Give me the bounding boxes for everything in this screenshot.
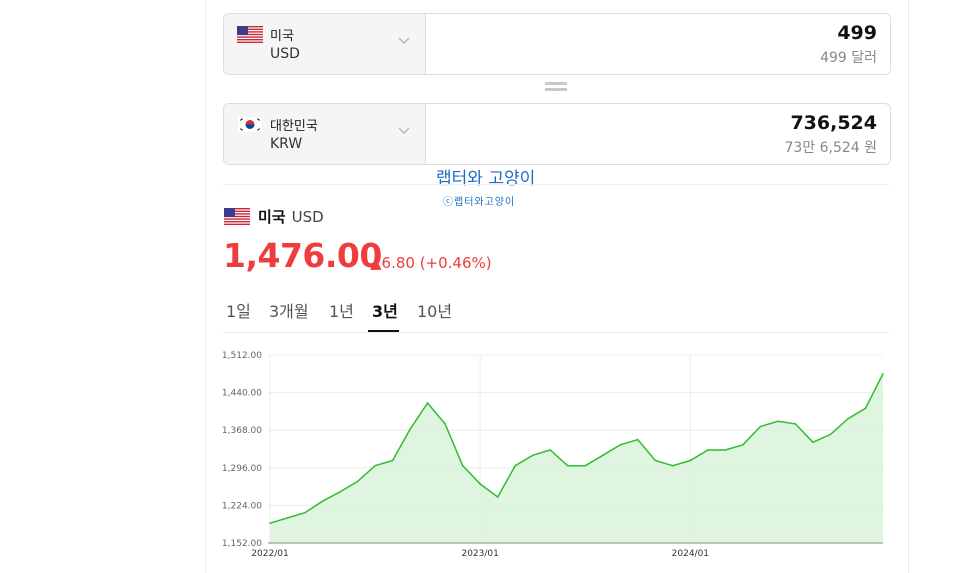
- data-point: [531, 454, 534, 457]
- exchange-panel: 미국 USD 499 499 달러 대한민국 KRW: [205, 0, 909, 573]
- rate-change: ▲6.80 (+0.46%): [370, 254, 492, 272]
- tab-3y[interactable]: 3년: [372, 302, 398, 321]
- series-line: [269, 373, 884, 524]
- y-tick-label: 1,296.00: [222, 464, 262, 474]
- chevron-down-icon: [398, 127, 410, 134]
- equals-icon: [545, 82, 567, 94]
- period-tabs: 1일 3개월 1년 3년 10년: [223, 296, 889, 333]
- from-currency-select[interactable]: 미국 USD: [224, 14, 426, 74]
- data-point: [812, 441, 814, 444]
- active-tab-indicator: [368, 330, 399, 332]
- to-currency-name: 대한민국: [270, 119, 318, 134]
- data-point: [777, 420, 779, 423]
- data-point: [654, 459, 657, 462]
- to-currency-row: 대한민국 KRW 736,524 73만 6,524 원: [223, 103, 891, 165]
- us-flag-icon: [237, 26, 263, 43]
- divider: [223, 184, 889, 185]
- from-currency-name: 미국: [270, 29, 294, 44]
- ticker-code: USD: [291, 207, 324, 226]
- data-point: [882, 373, 884, 375]
- data-point: [672, 464, 674, 467]
- from-currency-row: 미국 USD 499 499 달러: [223, 13, 891, 75]
- data-point: [724, 449, 727, 451]
- watermark-title: 랩터와 고양이: [436, 169, 536, 189]
- from-currency-code: USD: [270, 46, 300, 62]
- data-point: [426, 402, 429, 404]
- data-point: [829, 433, 832, 436]
- data-point: [794, 423, 797, 425]
- data-point: [847, 417, 849, 420]
- y-tick-label: 1,224.00: [222, 501, 262, 511]
- to-amount-value: 736,524: [790, 112, 877, 134]
- tab-1d[interactable]: 1일: [226, 302, 251, 321]
- tab-1y[interactable]: 1년: [329, 302, 354, 321]
- data-point: [286, 517, 289, 519]
- to-amount-field[interactable]: 736,524 73만 6,524 원: [426, 104, 890, 164]
- from-amount-value: 499: [837, 22, 877, 44]
- from-amount-field[interactable]: 499 499 달러: [426, 14, 890, 74]
- data-point: [321, 500, 324, 503]
- to-currency-select[interactable]: 대한민국 KRW: [224, 104, 426, 164]
- tab-10y[interactable]: 10년: [417, 302, 453, 321]
- to-currency-code: KRW: [270, 136, 303, 152]
- data-point: [742, 444, 744, 446]
- data-point: [637, 438, 639, 441]
- data-point: [566, 464, 569, 467]
- y-tick-label: 1,368.00: [222, 426, 262, 436]
- data-point: [444, 423, 446, 425]
- x-tick-label: 2024/01: [672, 549, 709, 559]
- data-point: [304, 511, 306, 514]
- data-point: [496, 496, 499, 498]
- data-point: [601, 454, 604, 457]
- kr-flag-icon: [237, 116, 263, 133]
- rate-chart: 1,512.00 1,440.00 1,368.00 1,296.00 1,224.00…: [222, 351, 884, 559]
- from-amount-text: 499 달러: [820, 50, 877, 66]
- data-point: [409, 428, 411, 430]
- y-tick-label: 1,152.00: [222, 539, 262, 549]
- data-point: [619, 444, 622, 446]
- data-point: [759, 425, 762, 428]
- data-point: [864, 407, 867, 410]
- data-point: [689, 459, 692, 462]
- to-amount-text: 73만 6,524 원: [784, 140, 877, 156]
- y-tick-label: 1,440.00: [222, 389, 262, 399]
- data-point: [479, 483, 481, 485]
- us-flag-icon: [224, 208, 250, 225]
- data-point: [391, 459, 394, 462]
- area-fill: [270, 373, 883, 543]
- ticker-name: 미국: [258, 208, 286, 226]
- data-point: [584, 464, 587, 467]
- data-point: [514, 464, 516, 467]
- data-point: [269, 522, 271, 524]
- x-tick-label: 2023/01: [461, 549, 498, 559]
- data-point: [707, 449, 709, 451]
- exchange-rate: 1,476.00: [223, 236, 382, 275]
- data-point: [356, 480, 359, 483]
- ticker-header: 미국 USD: [224, 206, 324, 227]
- data-point: [461, 464, 464, 467]
- y-tick-label: 1,512.00: [222, 351, 262, 361]
- data-point: [339, 491, 341, 493]
- chevron-down-icon: [398, 37, 410, 44]
- x-tick-label: 2022/01: [251, 549, 288, 559]
- data-point: [374, 464, 376, 467]
- data-point: [549, 449, 552, 451]
- watermark-caption: ⓒ랩터와고양이: [443, 197, 516, 208]
- tab-3m[interactable]: 3개월: [269, 302, 309, 321]
